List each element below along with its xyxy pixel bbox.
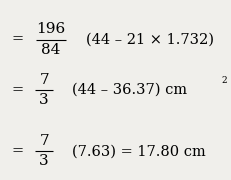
Text: 7: 7 (39, 73, 49, 87)
Text: 7: 7 (39, 134, 49, 148)
Text: (7.63) = 17.80 cm: (7.63) = 17.80 cm (72, 144, 205, 158)
Text: 3: 3 (39, 154, 49, 168)
Text: 3: 3 (39, 93, 49, 107)
Text: =: = (12, 144, 24, 158)
Text: =: = (12, 33, 24, 47)
Text: (44 – 36.37) cm: (44 – 36.37) cm (72, 83, 186, 97)
Text: (44 – 21 × 1.732): (44 – 21 × 1.732) (85, 33, 213, 47)
Text: =: = (12, 83, 24, 97)
Text: 196: 196 (36, 22, 65, 36)
Text: 2: 2 (221, 76, 226, 85)
Text: 84: 84 (41, 43, 61, 57)
